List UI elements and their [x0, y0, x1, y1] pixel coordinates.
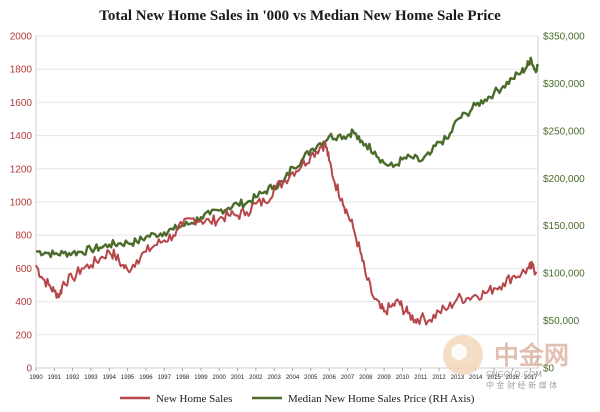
legend-label-median-price: Median New Home Sales Price (RH Axis): [288, 393, 475, 405]
x-tick-label: 2017: [524, 375, 538, 381]
right-tick-label: $250,000: [543, 126, 585, 137]
x-tick-label: 1991: [48, 375, 62, 381]
left-axis: 0 200 400 600 800 1000 1200 1400 1600 1800 2000: [10, 32, 538, 375]
x-tick-label: 1990: [29, 375, 43, 381]
x-tick-label: 2003: [267, 375, 281, 381]
watermark: 中金网 CNGOLD.COM 中 金 财 经 新 媒 体: [443, 335, 569, 390]
right-axis: $0 $50,000 $100,000 $150,000 $200,000 $250,00…: [543, 32, 585, 375]
x-tick-label: 2008: [359, 375, 373, 381]
x-tick-label: 2006: [322, 375, 336, 381]
left-tick-label: 600: [15, 264, 32, 275]
x-tick-label: 2009: [377, 375, 391, 381]
x-tick-label: 1992: [66, 375, 80, 381]
x-tick-label: 1999: [194, 375, 208, 381]
chart-title: Total New Home Sales in '000 vs Median N…: [99, 8, 501, 24]
watermark-tagline: 中 金 财 经 新 媒 体: [486, 380, 557, 390]
x-tick-label: 1995: [121, 375, 135, 381]
right-tick-label: $300,000: [543, 79, 585, 90]
x-tick-label: 1996: [139, 375, 153, 381]
left-tick-label: 200: [15, 330, 32, 341]
right-tick-label: $100,000: [543, 269, 585, 280]
legend: New Home Sales Median New Home Sales Pri…: [120, 393, 475, 405]
x-tick-label: 2007: [341, 375, 355, 381]
right-tick-label: $50,000: [543, 316, 580, 327]
left-tick-label: 0: [26, 364, 32, 375]
x-tick-label: 1993: [84, 375, 98, 381]
x-tick-label: 2002: [249, 375, 263, 381]
left-tick-label: 1400: [10, 131, 33, 142]
x-tick-label: 2012: [432, 375, 446, 381]
x-tick-label: 2013: [451, 375, 465, 381]
x-tick-label: 2005: [304, 375, 318, 381]
left-tick-label: 2000: [10, 32, 33, 43]
x-tick-label: 2000: [213, 375, 227, 381]
x-axis: 1990 1991 1992 1993 1994 1995 1996 1997 1998 1999…: [29, 368, 538, 381]
x-tick-label: 2016: [506, 375, 520, 381]
legend-label-new-home-sales: New Home Sales: [156, 393, 232, 405]
watermark-site: CNGOLD.COM: [486, 370, 542, 379]
x-tick-label: 1994: [103, 375, 117, 381]
x-tick-label: 2011: [414, 375, 428, 381]
x-tick-label: 2001: [231, 375, 245, 381]
right-tick-label: $350,000: [543, 32, 585, 43]
series-line-new-home-sales: [35, 140, 538, 326]
left-tick-label: 1600: [10, 98, 33, 109]
x-tick-label: 1997: [158, 375, 172, 381]
left-tick-label: 800: [15, 231, 32, 242]
left-tick-label: 1800: [10, 65, 33, 76]
x-tick-label: 2015: [487, 375, 501, 381]
watermark-brand: 中金网: [494, 341, 569, 370]
x-tick-label: 1998: [176, 375, 190, 381]
x-tick-label: 2004: [286, 375, 300, 381]
left-tick-label: 400: [15, 297, 32, 308]
left-tick-label: 1200: [10, 164, 33, 175]
x-tick-label: 2014: [469, 375, 483, 381]
right-tick-label: $0: [543, 364, 555, 375]
x-tick-label: 2010: [396, 375, 410, 381]
left-tick-label: 1000: [10, 198, 33, 209]
right-tick-label: $150,000: [543, 221, 585, 232]
series-line-median-price: [35, 56, 540, 259]
right-tick-label: $200,000: [543, 174, 585, 185]
